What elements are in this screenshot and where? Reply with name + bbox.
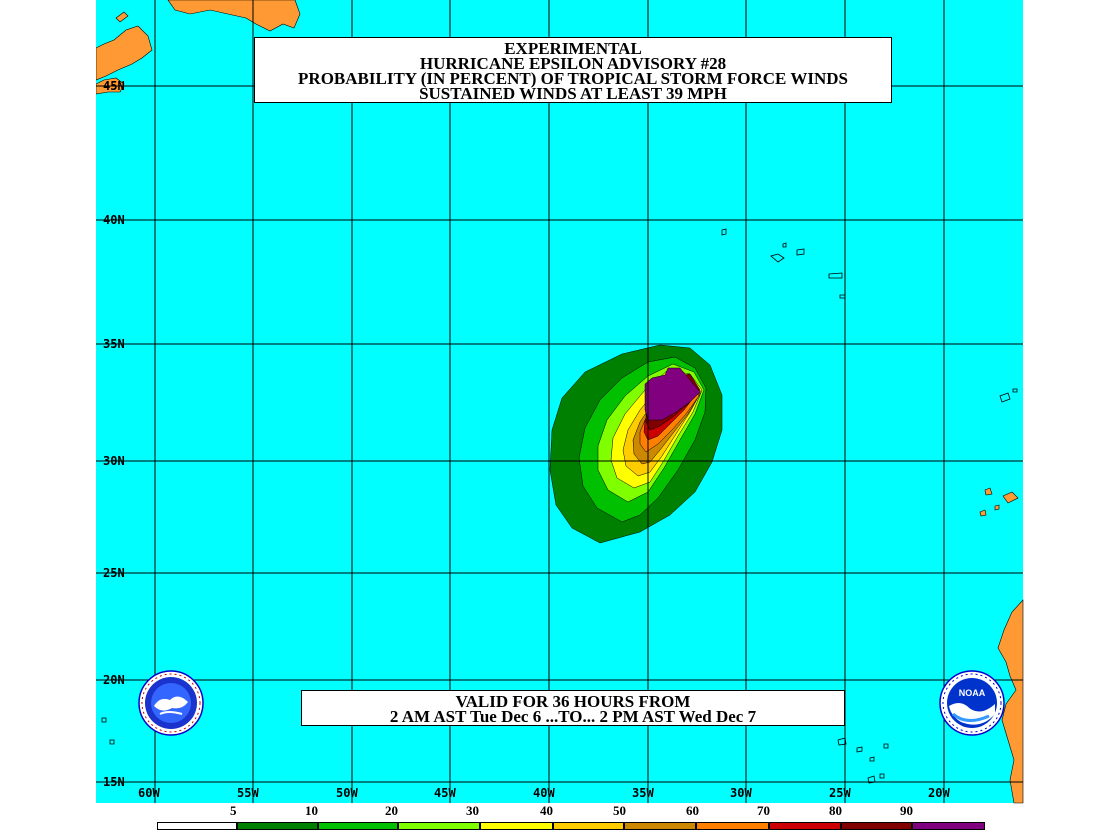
national-weather-service-logo <box>138 670 204 736</box>
noaa-logo-text: NOAA <box>959 688 986 698</box>
title-line-2: HURRICANE EPSILON ADVISORY #28 <box>419 54 727 73</box>
lon-label-45w: 45W <box>434 786 456 800</box>
legend-label-70: 70 <box>757 803 770 818</box>
title-line-1: EXPERIMENTAL <box>504 39 642 58</box>
lat-label-15n: 15N <box>103 775 125 789</box>
legend-swatch-3 <box>398 822 480 830</box>
lon-label-25w: 25W <box>829 786 851 800</box>
legend-swatch-8 <box>769 822 841 830</box>
lat-label-25n: 25N <box>103 566 125 580</box>
island-canary-2 <box>1002 491 1019 504</box>
lon-label-30w: 30W <box>730 786 752 800</box>
lon-label-50w: 50W <box>336 786 358 800</box>
land-africa <box>997 599 1024 804</box>
legend-swatch-6 <box>624 822 696 830</box>
legend-label-60: 60 <box>686 803 699 818</box>
island-canary-4 <box>994 504 1000 511</box>
legend-swatch-1 <box>237 822 318 830</box>
azores-islands <box>721 228 1018 403</box>
legend-swatch-7 <box>696 822 769 830</box>
legend-swatch-0 <box>157 822 237 830</box>
legend-label-10: 10 <box>305 803 318 818</box>
lat-label-35n: 35N <box>103 337 125 351</box>
land-nova-scotia <box>95 25 153 81</box>
legend-swatch-2 <box>318 822 398 830</box>
left-margin <box>0 0 96 839</box>
legend-swatch-5 <box>553 822 624 830</box>
land-newfoundland <box>167 0 301 32</box>
title-line-3: PROBABILITY (IN PERCENT) OF TROPICAL STO… <box>298 69 848 88</box>
valid-line-1: VALID FOR 36 HOURS FROM <box>455 692 691 711</box>
lon-label-35w: 35W <box>632 786 654 800</box>
legend-label-40: 40 <box>540 803 553 818</box>
title-box: EXPERIMENTAL HURRICANE EPSILON ADVISORY … <box>254 37 892 103</box>
legend-label-20: 20 <box>385 803 398 818</box>
legend-swatch-4 <box>480 822 553 830</box>
title-line-4: SUSTAINED WINDS AT LEAST 39 MPH <box>419 84 727 103</box>
island-canary-1 <box>984 487 993 496</box>
legend-label-30: 30 <box>466 803 479 818</box>
lon-label-40w: 40W <box>533 786 555 800</box>
legend-label-50: 50 <box>613 803 626 818</box>
legend-label-90: 90 <box>900 803 913 818</box>
legend-swatch-10 <box>912 822 985 830</box>
island-canary-3 <box>979 509 987 517</box>
legend-label-5: 5 <box>230 803 237 818</box>
valid-time-box: VALID FOR 36 HOURS FROM 2 AM AST Tue Dec… <box>301 690 845 726</box>
noaa-logo: NOAA <box>939 670 1005 736</box>
legend-swatch-9 <box>841 822 912 830</box>
lon-label-60w: 60W <box>138 786 160 800</box>
lat-label-40n: 40N <box>103 213 125 227</box>
ocean-background <box>96 0 1023 803</box>
probability-contours <box>549 344 723 544</box>
lat-label-20n: 20N <box>103 673 125 687</box>
valid-line-2: 2 AM AST Tue Dec 6 ...TO... 2 PM AST Wed… <box>389 707 757 726</box>
lon-label-55w: 55W <box>237 786 259 800</box>
lon-label-20w: 20W <box>928 786 950 800</box>
lat-label-45n: 45N <box>103 79 125 93</box>
cape-verde-islands <box>101 717 889 784</box>
lat-label-30n: 30N <box>103 454 125 468</box>
legend-label-80: 80 <box>829 803 842 818</box>
land-small-island <box>115 11 129 23</box>
contour-90 <box>644 367 701 421</box>
